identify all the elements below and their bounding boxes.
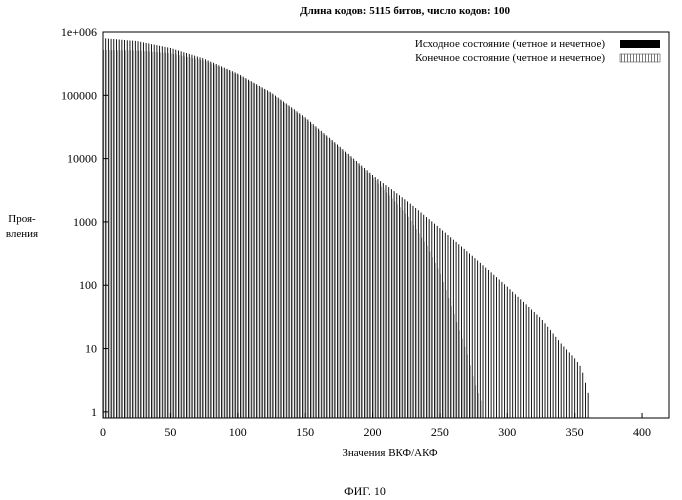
chart-title: Длина кодов: 5115 битов, число кодов: 10… [300, 5, 510, 17]
y-tick-label: 100000 [61, 88, 97, 102]
x-axis-label: Значения ВКФ/АКФ [342, 447, 438, 459]
x-tick-label: 0 [100, 425, 106, 439]
y-axis-label-line-2: вления [6, 228, 38, 240]
legend-swatch-initial [620, 40, 660, 48]
series-0 [103, 38, 588, 418]
y-tick-label: 1 [91, 405, 97, 419]
y-tick-label: 100 [79, 278, 97, 292]
x-tick-label: 400 [633, 425, 651, 439]
x-tick-label: 150 [296, 425, 314, 439]
x-tick-label: 300 [498, 425, 516, 439]
x-tick-label: 200 [364, 425, 382, 439]
y-tick-label: 1000 [73, 215, 97, 229]
series-1 [104, 50, 481, 418]
x-tick-label: 100 [229, 425, 247, 439]
bars-layer [103, 38, 588, 418]
figure-caption: ФИГ. 10 [344, 484, 386, 498]
legend-label-initial: Исходное состояние (четное и нечетное) [415, 38, 605, 50]
legend: Исходное состояние (четное и нечетное) К… [415, 38, 660, 64]
y-tick-label: 10 [85, 342, 97, 356]
y-axis-label-line-1: Проя- [8, 213, 36, 225]
x-tick-label: 350 [566, 425, 584, 439]
y-tick-label: 1e+006 [61, 25, 97, 39]
x-tick-label: 50 [164, 425, 176, 439]
x-tick-label: 250 [431, 425, 449, 439]
legend-label-final: Конечное состояние (четное и нечетное) [415, 52, 605, 64]
legend-swatch-final [620, 54, 660, 62]
y-tick-label: 10000 [67, 152, 97, 166]
